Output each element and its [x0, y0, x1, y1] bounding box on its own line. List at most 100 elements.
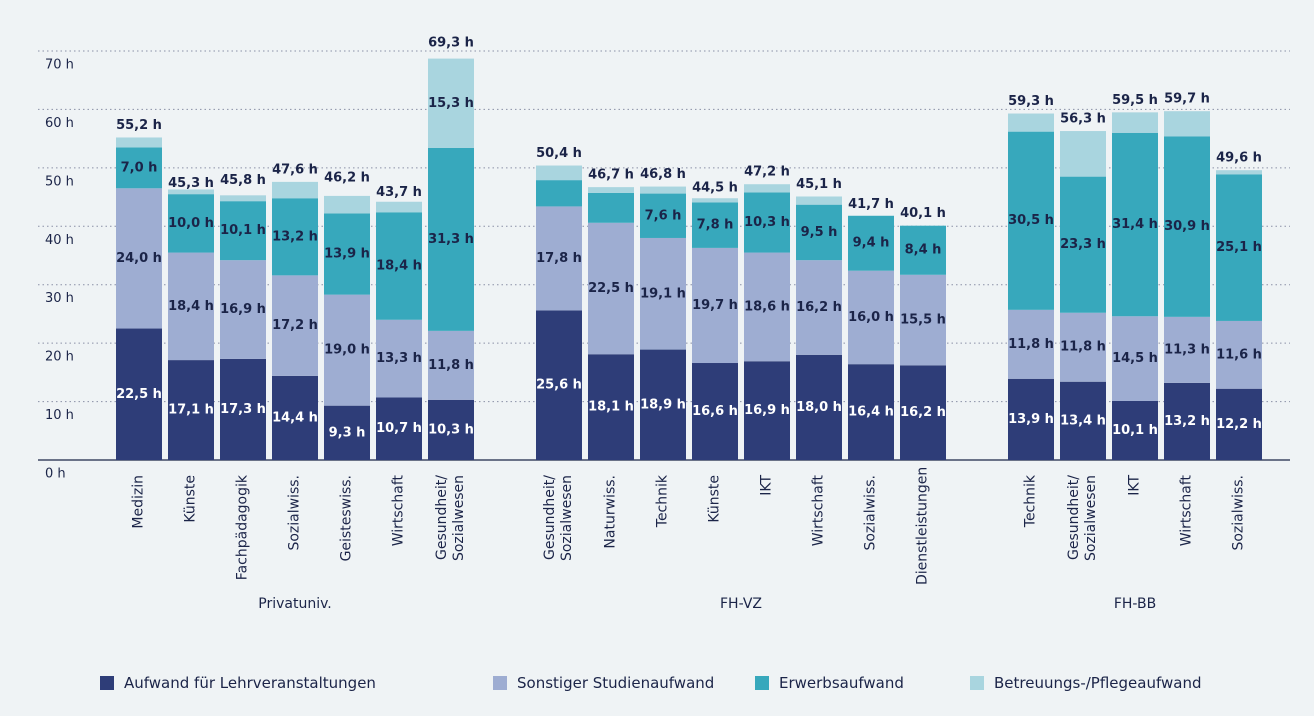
value-label: 18,4 h [376, 259, 422, 274]
bar-segment [1216, 320, 1262, 389]
value-label: 17,1 h [168, 403, 214, 418]
total-label: 59,7 h [1164, 92, 1210, 107]
total-label: 55,2 h [116, 118, 162, 133]
legend-item: Betreuungs-/Pflegeaufwand [970, 674, 1201, 692]
x-tick-label: Gesundheit/ Sozialwesen [542, 475, 575, 562]
value-label: 18,1 h [588, 400, 634, 415]
value-label: 19,1 h [640, 286, 686, 301]
value-label: 16,9 h [220, 302, 266, 317]
bar-segment [324, 213, 370, 295]
value-label: 22,5 h [116, 387, 162, 402]
bar-segment [1008, 131, 1054, 310]
value-label: 13,2 h [272, 229, 318, 244]
bar-segment [744, 361, 790, 460]
bar-segment [796, 260, 842, 355]
bar-segment [428, 399, 474, 460]
bar-segment [640, 237, 686, 350]
bar-segment [588, 222, 634, 355]
total-label: 46,7 h [588, 168, 634, 183]
group-label: Privatuniv. [258, 596, 332, 612]
value-label: 10,3 h [744, 215, 790, 230]
bar-segment [168, 194, 214, 253]
value-label: 19,7 h [692, 298, 738, 313]
bar-segment [168, 252, 214, 361]
x-tick-label: Sozialwiss. [1230, 475, 1247, 551]
value-label: 10,0 h [168, 216, 214, 231]
x-tick-label: Geisteswiss. [338, 475, 355, 562]
value-label: 9,4 h [853, 236, 890, 251]
value-label: 13,2 h [1164, 414, 1210, 429]
value-label: 10,1 h [1112, 423, 1158, 438]
bar-segment [1164, 111, 1210, 137]
value-label: 16,9 h [744, 403, 790, 418]
bar-segment [324, 195, 370, 214]
bar-segment [692, 247, 738, 364]
total-label: 43,7 h [376, 185, 422, 200]
value-label: 10,3 h [428, 422, 474, 437]
bar-segment [1060, 176, 1106, 313]
value-label: 11,3 h [1164, 342, 1210, 357]
value-label: 14,4 h [272, 410, 318, 425]
bar-segment [848, 215, 894, 271]
x-tick-label: Sozialwiss. [286, 475, 303, 551]
bar-segment [1216, 170, 1262, 175]
value-label: 13,9 h [324, 247, 370, 262]
bar-segment [900, 365, 946, 460]
x-tick-label: Gesundheit/ Sozialwesen [1066, 475, 1099, 562]
value-label: 9,5 h [801, 225, 838, 240]
total-label: 45,8 h [220, 173, 266, 188]
value-label: 19,0 h [324, 343, 370, 358]
bar-segment [536, 165, 582, 181]
legend-label: Erwerbsaufwand [779, 674, 904, 692]
bar-segment [744, 252, 790, 362]
total-label: 47,6 h [272, 162, 318, 177]
bar-segment [272, 275, 318, 376]
bar-segment [116, 188, 162, 329]
bar-segment [1164, 316, 1210, 383]
bar-segment [1112, 400, 1158, 460]
value-label: 17,2 h [272, 318, 318, 333]
y-tick-label: 30 h [45, 291, 74, 306]
bar-segment [428, 147, 474, 331]
value-label: 10,1 h [220, 223, 266, 238]
bar-segment [1164, 382, 1210, 460]
legend-swatch [493, 676, 507, 690]
group-label: FH-VZ [720, 596, 762, 612]
x-tick-label: Fachpädagogik [234, 475, 251, 581]
total-label: 50,4 h [536, 146, 582, 161]
value-label: 16,2 h [796, 300, 842, 315]
value-label: 11,8 h [1008, 337, 1054, 352]
bar-segment [796, 354, 842, 460]
value-label: 10,7 h [376, 421, 422, 436]
value-label: 24,0 h [116, 251, 162, 266]
value-label: 11,8 h [428, 358, 474, 373]
y-tick-label: 40 h [45, 233, 74, 248]
bar-segment [536, 180, 582, 207]
value-label: 31,4 h [1112, 217, 1158, 232]
bar-segment [1008, 113, 1054, 132]
bar-segment [692, 363, 738, 460]
bar-segment [1060, 381, 1106, 460]
value-label: 7,0 h [121, 160, 158, 175]
x-tick-label: Wirtschaft [810, 475, 827, 547]
bar-segment [272, 198, 318, 276]
bar-segment [900, 225, 946, 275]
value-label: 18,4 h [168, 299, 214, 314]
legend-label: Betreuungs-/Pflegeaufwand [994, 674, 1202, 692]
x-tick-label: Gesundheit/ Sozialwesen [434, 475, 467, 562]
value-label: 13,3 h [376, 351, 422, 366]
value-label: 8,4 h [905, 243, 942, 258]
bar-segment [428, 330, 474, 400]
bar-segment [1216, 388, 1262, 460]
bar-segment [376, 319, 422, 398]
bar-segment [220, 358, 266, 460]
value-label: 22,5 h [588, 281, 634, 296]
value-label: 17,3 h [220, 402, 266, 417]
x-tick-label: Technik [654, 475, 671, 528]
x-tick-label: Dienstleistungen [914, 466, 931, 585]
value-label: 30,9 h [1164, 219, 1210, 234]
y-tick-label: 10 h [45, 408, 74, 423]
legend-item: Sonstiger Studienaufwand [493, 674, 714, 692]
